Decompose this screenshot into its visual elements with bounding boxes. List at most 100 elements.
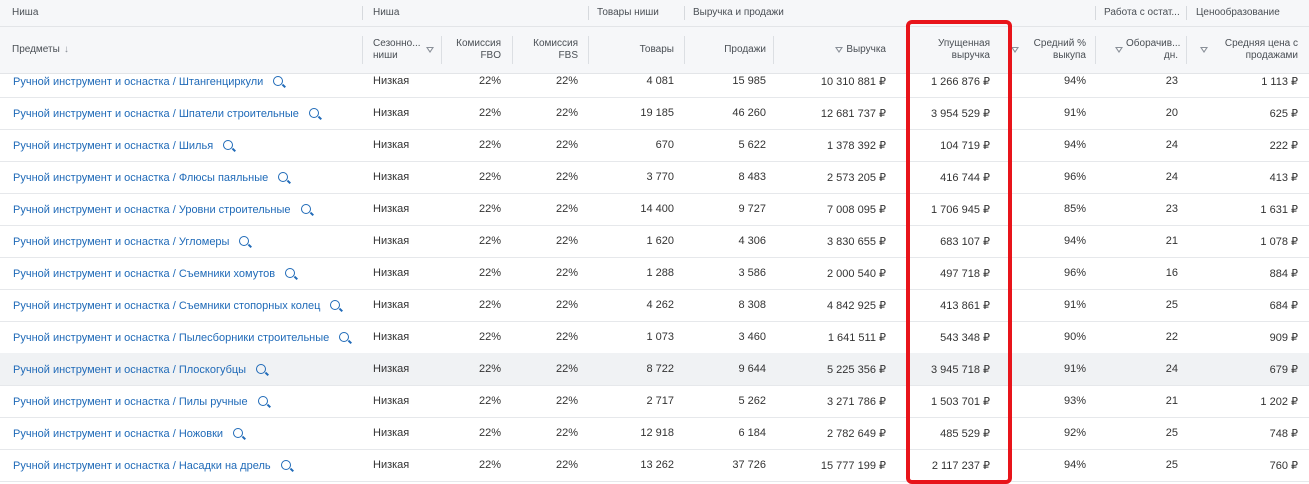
group-header-pricing: Ценообразование: [1196, 7, 1280, 18]
column-header-row: Предметы ↓ Сезонно... ниши Комиссия FBO К…: [0, 27, 1309, 74]
column-header-fbo[interactable]: Комиссия FBO: [456, 38, 501, 61]
table-row[interactable]: Ручной инструмент и оснастка / Плоскогуб…: [0, 353, 1309, 386]
column-header-turnover[interactable]: Оборачив... дн.: [1102, 27, 1180, 73]
group-header-bar: Ниша Ниша Товары ниши Выручка и продажи …: [0, 0, 1309, 27]
search-icon[interactable]: [280, 460, 291, 470]
subject-link[interactable]: Ручной инструмент и оснастка / Шилья: [13, 139, 363, 152]
search-icon[interactable]: [257, 396, 268, 406]
filter-icon[interactable]: [426, 47, 434, 53]
cell-avg-price: 760 ₽: [1269, 460, 1298, 472]
subject-link[interactable]: Ручной инструмент и оснастка / Пилы ручн…: [13, 395, 363, 408]
divider: [588, 36, 589, 64]
column-header-fbs[interactable]: Комиссия FBS: [533, 38, 578, 61]
cell-revenue: 3 271 786 ₽: [827, 396, 886, 408]
filter-icon[interactable]: [835, 47, 844, 53]
search-icon[interactable]: [308, 108, 319, 118]
subject-link[interactable]: Ручной инструмент и оснастка / Насадки н…: [13, 459, 363, 472]
cell-lost-revenue: 3 954 529 ₽: [931, 108, 990, 120]
lost-revenue-filter[interactable]: [1008, 27, 1024, 73]
cell-fbs: 22%: [555, 299, 578, 311]
cell-lost-revenue: 2 117 237 ₽: [931, 460, 990, 472]
column-header-lost-revenue[interactable]: Упущенная выручка: [937, 38, 990, 61]
cell-goods: 13 262: [640, 459, 674, 471]
subject-link[interactable]: Ручной инструмент и оснастка / Ножовки: [13, 427, 363, 440]
subject-link[interactable]: Ручной инструмент и оснастка / Съемники …: [13, 299, 363, 312]
search-icon[interactable]: [233, 428, 244, 438]
table-row[interactable]: Ручной инструмент и оснастка / Шилья Низк…: [0, 129, 1309, 162]
table-row[interactable]: Ручной инструмент и оснастка / Насадки н…: [0, 449, 1309, 482]
table-row[interactable]: Ручной инструмент и оснастка / Штангенци…: [0, 73, 1309, 98]
search-icon[interactable]: [256, 364, 267, 374]
table-row[interactable]: Ручной инструмент и оснастка / Пилы ручн…: [0, 385, 1309, 418]
subject-link[interactable]: Ручной инструмент и оснастка / Флюсы пая…: [13, 171, 363, 184]
cell-buyout: 93%: [1063, 395, 1086, 407]
table-row[interactable]: Ручной инструмент и оснастка / Пылесборн…: [0, 321, 1309, 354]
cell-season: Низкая: [373, 267, 410, 279]
search-icon[interactable]: [285, 268, 296, 278]
search-icon[interactable]: [339, 332, 350, 342]
cell-season: Низкая: [373, 363, 410, 375]
group-header-niche-2: Ниша: [373, 7, 400, 18]
search-icon[interactable]: [273, 76, 284, 86]
cell-season: Низкая: [373, 235, 410, 247]
cell-sales: 5 262: [738, 395, 766, 407]
column-header-sales[interactable]: Продажи: [724, 44, 766, 55]
subject-link[interactable]: Ручной инструмент и оснастка / Пылесборн…: [13, 331, 363, 344]
subject-link[interactable]: Ручной инструмент и оснастка / Угломеры: [13, 235, 363, 248]
subject-link[interactable]: Ручной инструмент и оснастка / Съемники …: [13, 267, 363, 280]
cell-buyout: 94%: [1063, 235, 1086, 247]
subject-link[interactable]: Ручной инструмент и оснастка / Шпатели с…: [13, 107, 363, 120]
cell-fbo: 22%: [478, 395, 501, 407]
cell-fbs: 22%: [555, 363, 578, 375]
cell-revenue: 15 777 199 ₽: [820, 460, 886, 472]
cell-avg-price: 884 ₽: [1269, 268, 1298, 280]
search-icon[interactable]: [300, 204, 311, 214]
filter-icon[interactable]: [1115, 47, 1123, 53]
column-header-revenue[interactable]: Выручка: [780, 27, 886, 73]
table-row[interactable]: Ручной инструмент и оснастка / Уровни ст…: [0, 193, 1309, 226]
column-header-season[interactable]: Сезонно... ниши: [373, 27, 439, 73]
cell-avg-price: 684 ₽: [1269, 300, 1298, 312]
table-row[interactable]: Ручной инструмент и оснастка / Угломеры Н…: [0, 225, 1309, 258]
cell-fbs: 22%: [555, 107, 578, 119]
sort-down-icon[interactable]: ↓: [63, 44, 69, 55]
filter-icon[interactable]: [1200, 47, 1208, 53]
table-row[interactable]: Ручной инструмент и оснастка / Съемники …: [0, 257, 1309, 290]
group-header-stock: Работа с остат...: [1104, 7, 1180, 18]
cell-sales: 9 727: [738, 203, 766, 215]
cell-lost-revenue: 1 503 701 ₽: [931, 396, 990, 408]
search-icon[interactable]: [330, 300, 341, 310]
cell-avg-price: 1 631 ₽: [1260, 204, 1298, 216]
cell-fbs: 22%: [555, 75, 578, 87]
table-row[interactable]: Ручной инструмент и оснастка / Съемники …: [0, 289, 1309, 322]
column-header-avg-price[interactable]: Средняя цена с продажами: [1192, 27, 1298, 73]
cell-season: Низкая: [373, 203, 410, 215]
table-row[interactable]: Ручной инструмент и оснастка / Шпатели с…: [0, 97, 1309, 130]
group-header-revenue: Выручка и продажи: [693, 7, 784, 18]
subject-link[interactable]: Ручной инструмент и оснастка / Плоскогуб…: [13, 363, 363, 376]
subject-link[interactable]: Ручной инструмент и оснастка / Уровни ст…: [13, 203, 363, 216]
cell-avg-price: 625 ₽: [1269, 108, 1298, 120]
filter-icon[interactable]: [1011, 47, 1019, 53]
cell-revenue: 7 008 095 ₽: [827, 204, 886, 216]
search-icon[interactable]: [223, 140, 234, 150]
column-header-buyout[interactable]: Средний % выкупа: [1033, 38, 1086, 61]
cell-fbs: 22%: [555, 395, 578, 407]
column-header-subjects[interactable]: Предметы ↓: [12, 44, 69, 55]
cell-season: Низкая: [373, 171, 410, 183]
cell-avg-price: 1 078 ₽: [1260, 236, 1298, 248]
cell-fbo: 22%: [478, 203, 501, 215]
cell-turnover: 16: [1165, 267, 1178, 279]
search-icon[interactable]: [239, 236, 250, 246]
table-row[interactable]: Ручной инструмент и оснастка / Ножовки Ни…: [0, 417, 1309, 450]
column-header-goods[interactable]: Товары: [639, 44, 674, 55]
cell-lost-revenue: 413 861 ₽: [940, 300, 990, 312]
cell-turnover: 25: [1165, 459, 1178, 471]
cell-revenue: 4 842 925 ₽: [827, 300, 886, 312]
subject-link[interactable]: Ручной инструмент и оснастка / Штангенци…: [13, 75, 363, 88]
table-row[interactable]: Ручной инструмент и оснастка / Флюсы пая…: [0, 161, 1309, 194]
search-icon[interactable]: [278, 172, 289, 182]
cell-fbs: 22%: [555, 427, 578, 439]
cell-buyout: 94%: [1063, 459, 1086, 471]
cell-season: Низкая: [373, 75, 410, 87]
